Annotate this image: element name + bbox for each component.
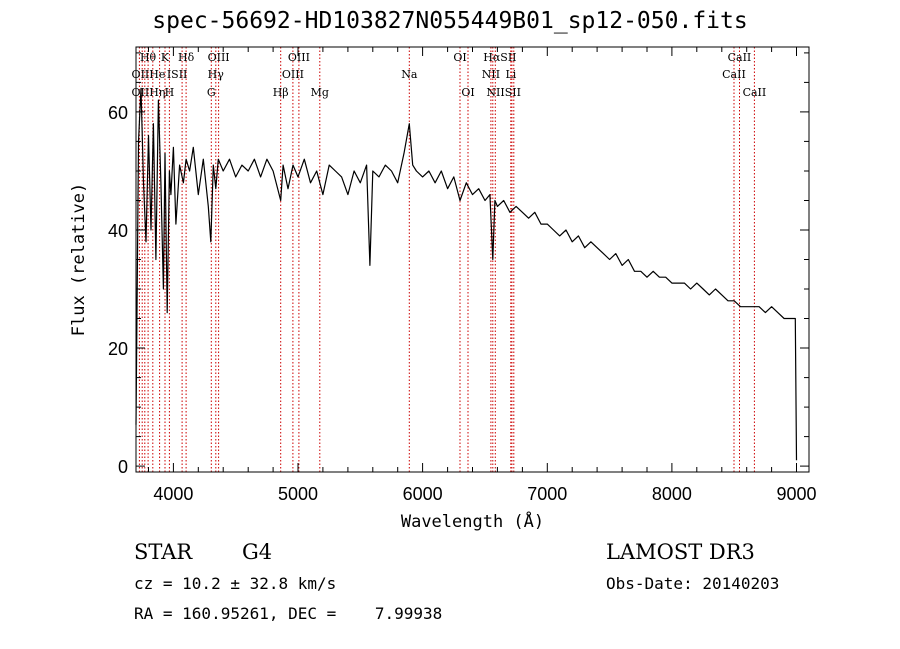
x-axis-label: Wavelength (Å) [401, 510, 544, 532]
spectral-line-label: ISII [167, 68, 188, 81]
coordinates: RA = 160.95261, DEC = 7.99938 [134, 604, 443, 623]
x-tick-label: 9000 [777, 484, 817, 504]
y-tick-label: 40 [108, 221, 128, 241]
spectral-class: STAR [134, 540, 193, 564]
x-tick-label: 8000 [652, 484, 692, 504]
spectral-line-label: Na [401, 68, 418, 81]
spectral-line-label: CaII [722, 68, 746, 81]
spectral-line-label: CaII [728, 51, 752, 64]
spectrum-line [135, 87, 798, 461]
spectral-line-label: Hδ [178, 51, 195, 64]
spectral-line-label: OIII [288, 51, 310, 64]
y-tick-label: 20 [108, 339, 128, 359]
y-axis-label: Flux (relative) [69, 183, 89, 337]
spectral-line-label: K [161, 51, 170, 64]
survey-name: LAMOST DR3 [606, 540, 755, 564]
spectral-line-label: Hβ [273, 86, 289, 99]
redshift-cz: cz = 10.2 ± 32.8 km/s [134, 574, 337, 593]
spectral-line-label: OIII [208, 51, 230, 64]
x-tick-label: 5000 [278, 484, 318, 504]
spectral-line-label: Hθ [140, 51, 157, 64]
x-tick-label: 4000 [153, 484, 193, 504]
spectral-line-label: OIII [282, 68, 304, 81]
spectral-line-label: Mg [311, 86, 329, 99]
spectral-line-label: Li [505, 68, 516, 81]
plot-frame [135, 46, 810, 473]
spectral-line-label: G [207, 86, 216, 99]
spectral-line-label: OI [453, 51, 466, 64]
spectral-line-label: NII [482, 68, 500, 81]
spectral-line-label: HαSII [483, 51, 516, 64]
spectral-subclass: G4 [242, 540, 273, 564]
spectral-line-label: Hγ [208, 68, 225, 81]
x-tick-label: 6000 [403, 484, 443, 504]
observation-date: Obs-Date: 20140203 [606, 574, 780, 593]
spectral-line-label: OI [461, 86, 474, 99]
y-tick-label: 0 [118, 457, 128, 477]
x-tick-label: 7000 [527, 484, 567, 504]
spectral-line-label: CaII [743, 86, 767, 99]
chart-title: spec-56692-HD103827N055449B01_sp12-050.f… [152, 8, 748, 34]
spectral-line-label: H [165, 86, 175, 99]
spectral-line-label: NIISII [486, 86, 521, 99]
spectral-line-label: OIIHη [132, 86, 166, 99]
spectral-line-label: OIIHe [132, 68, 166, 81]
y-tick-label: 60 [108, 103, 128, 123]
